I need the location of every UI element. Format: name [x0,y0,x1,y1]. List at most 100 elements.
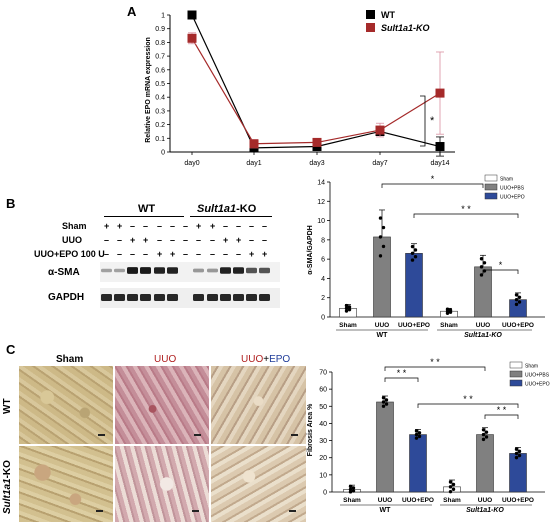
blot-mark: + [170,249,175,259]
bar-dot [348,305,351,308]
bar-legend-label: UUO+PBS [500,186,525,192]
bar-dot [418,431,421,434]
blot-band-asma [154,267,165,274]
legend-wt-label: WT [381,10,395,20]
blot-mark: – [223,249,228,259]
blot-mark: – [170,235,175,245]
bar-dot [515,293,518,296]
histology-ko-sham [18,445,114,523]
bar-dot [382,396,385,399]
bar-category-label: Sham [339,322,357,329]
bar-dot [482,433,485,436]
blot-mark: + [104,221,109,231]
histology-row-ko: Sult1a1-KO [2,460,13,514]
chart-a-sig-star: * [430,115,435,127]
bar-dot [482,438,485,441]
bar-dot [382,400,385,403]
blot-band-label-gapdh: GAPDH [48,292,84,303]
blot-mark: – [249,221,254,231]
bar-sig-star: * * [463,394,473,404]
bar-legend-label: UUO+EPO [500,195,525,201]
legend-ko-swatch [366,23,375,32]
bar-dot [483,261,486,264]
bar-ytick-label: 0 [323,490,327,497]
histology-col-uuo: UUO [154,354,176,365]
bar-dot [515,452,518,455]
bar-dot [449,485,452,488]
chart-a-ylabel: Relative EPO mRNA expression [145,37,152,143]
blot-band-gapdh [127,294,138,301]
bar-dot [449,490,452,493]
blot-mark: – [262,221,267,231]
bar-dot [385,402,388,405]
bar-sig-bracket [382,184,483,188]
chart-a-point [436,142,445,151]
blot-mark: + [143,235,148,245]
blot-band-gapdh [246,294,257,301]
chart-a-ytick-label: 0.2 [155,122,165,129]
bar-sig-star: * * [461,204,471,214]
histology-wt-uuo-epo [210,365,307,445]
western-blot: WT Sult1a1-KO Sham UUO UUO+EPO 100 U + + –… [0,200,310,315]
chart-a-ytick-label: 0.3 [155,108,165,115]
bar-ytick-label: 12 [317,199,325,206]
bar-category-label: Sham [443,497,461,504]
blot-mark: + [196,221,201,231]
bar-dot [415,436,418,439]
bar-group-label: Sult1a1-KO [464,332,502,339]
bar-legend-label: Sham [525,364,538,370]
chart-a-ytick-label: 0.5 [155,81,165,88]
bar [377,402,394,492]
bar [406,253,423,317]
chart-a-xtick-label: day0 [184,160,199,167]
chart-a: Relative EPO mRNA expression 00.10.20.30… [0,0,550,170]
blot-mark: – [104,235,109,245]
blot-band-asma [220,267,231,274]
blot-mark: + [223,235,228,245]
bar-dot [518,296,521,299]
bar-dot [452,488,455,491]
bar-category-label: Sham [343,497,361,504]
bar [510,453,527,492]
chart-a-point [188,34,197,43]
bar [410,435,427,492]
blot-mark: + [249,249,254,259]
bar-dot [352,489,355,492]
bar-sig-star: * * [497,405,507,415]
bar-sig-bracket [385,378,418,382]
blot-mark: + [210,221,215,231]
blot-mark: – [236,249,241,259]
blot-band-gapdh [207,294,218,301]
chart-a-point [313,138,322,147]
blot-wt-header: WT [138,203,155,215]
blot-mark: – [117,249,122,259]
blot-band-gapdh [114,294,125,301]
blot-mark: – [183,235,188,245]
bar-dot [449,480,452,483]
bar-category-label: UUO [378,497,392,504]
bar-category-label: UUO+EPO [502,322,534,329]
blot-mark: – [157,221,162,231]
chart-a-ytick-label: 0 [161,150,165,157]
legend-ko-label: Sult1a1-KO [381,23,430,33]
bar-sig-bracket [485,415,518,419]
bar-category-label: UUO+EPO [398,322,430,329]
bar-dot [379,254,382,257]
bar-legend-swatch [485,184,497,190]
blot-mark: – [223,221,228,231]
bar-category-label: UUO+EPO [402,497,434,504]
bar-sig-star: * [499,260,503,270]
blot-mark: – [170,221,175,231]
bar [477,435,494,492]
bar-dot [382,405,385,408]
chart-a-ytick-label: 0.6 [155,67,165,74]
blot-band-asma [193,269,204,273]
bar-ytick-label: 70 [319,370,327,377]
blot-band-gapdh [154,294,165,301]
histology-col-uuo-epo: UUO+EPO [241,354,290,365]
chart-a-line-ko [192,38,440,143]
blot-band-gapdh [220,294,231,301]
blot-band-gapdh [101,294,112,301]
bar-dot [414,248,417,251]
bar-legend-swatch [510,380,522,386]
